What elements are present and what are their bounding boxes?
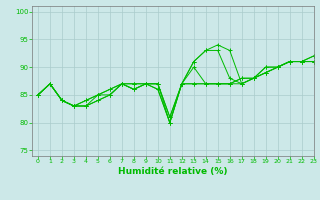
X-axis label: Humidité relative (%): Humidité relative (%) [118,167,228,176]
